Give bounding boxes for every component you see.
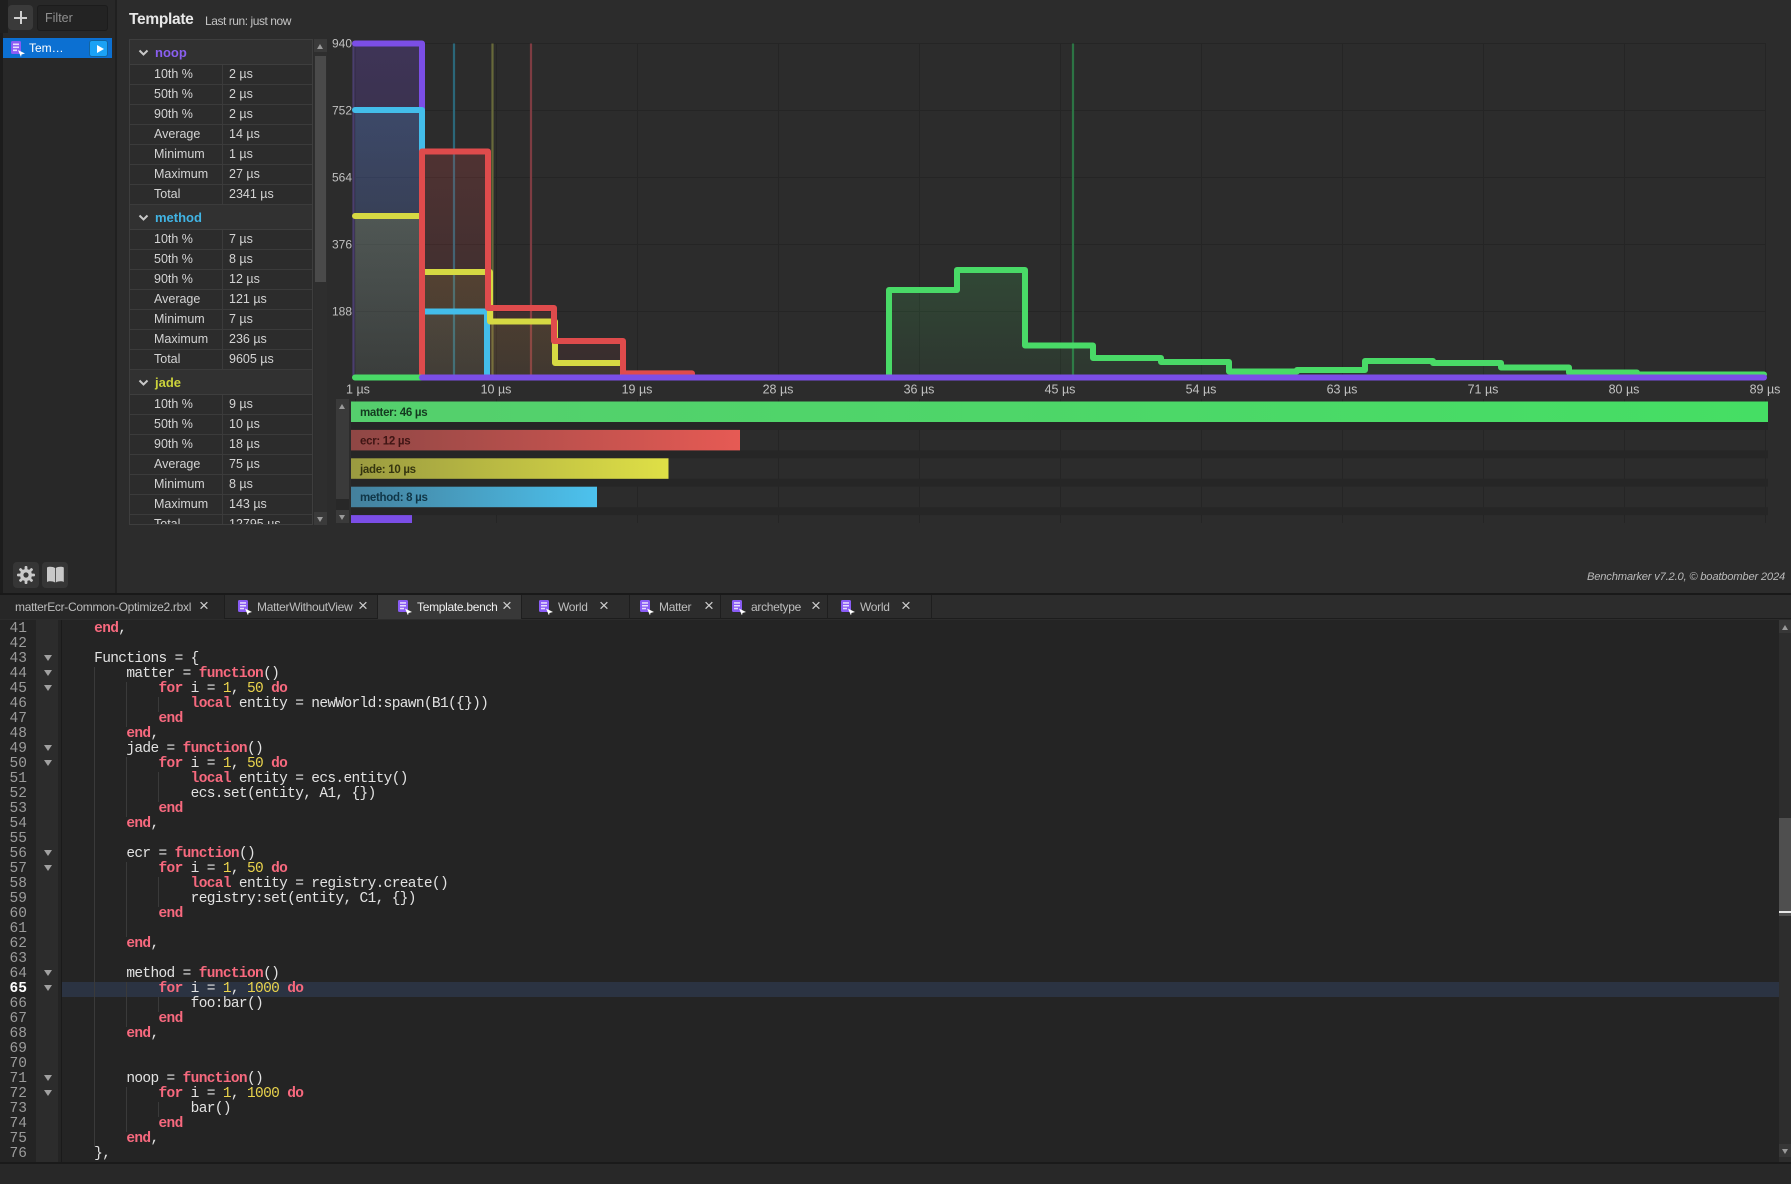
svg-text:54 µs: 54 µs [1186,383,1217,397]
svg-text:376: 376 [332,238,352,252]
svg-text:matter: 46 µs: matter: 46 µs [360,407,427,419]
svg-text:564: 564 [332,171,352,185]
svg-text:752: 752 [332,104,352,118]
svg-text:28 µs: 28 µs [763,383,794,397]
svg-text:63 µs: 63 µs [1327,383,1358,397]
svg-text:89 µs: 89 µs [1750,383,1781,397]
svg-text:ecr: 12 µs: ecr: 12 µs [360,435,410,447]
svg-text:1 µs: 1 µs [346,383,370,397]
svg-text:71 µs: 71 µs [1468,383,1499,397]
svg-text:80 µs: 80 µs [1609,383,1640,397]
svg-text:19 µs: 19 µs [622,383,653,397]
svg-text:45 µs: 45 µs [1045,383,1076,397]
svg-text:jade: 10 µs: jade: 10 µs [359,464,416,476]
svg-text:36 µs: 36 µs [904,383,935,397]
svg-text:940: 940 [332,37,352,51]
svg-text:method: 8 µs: method: 8 µs [360,492,428,504]
svg-text:188: 188 [332,305,352,319]
svg-text:10 µs: 10 µs [481,383,512,397]
